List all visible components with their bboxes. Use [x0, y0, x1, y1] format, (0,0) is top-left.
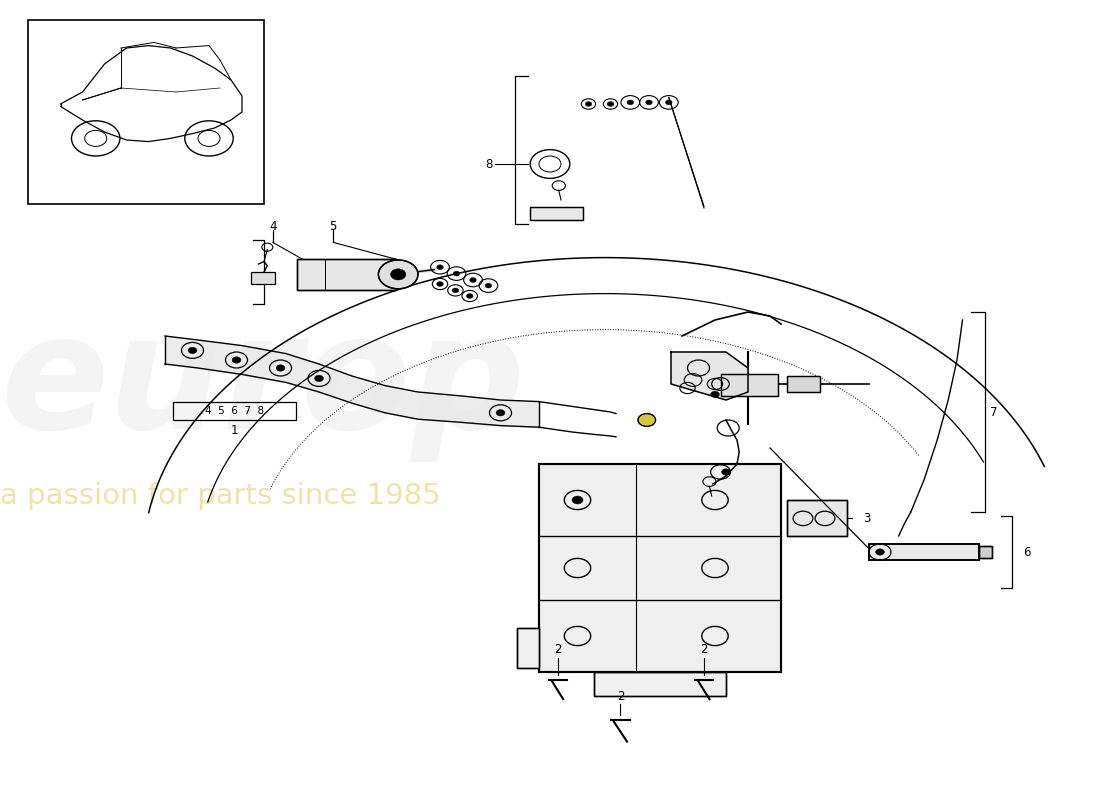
Bar: [530, 207, 583, 220]
Bar: [297, 259, 396, 290]
Circle shape: [485, 283, 492, 288]
Bar: [869, 544, 979, 560]
Circle shape: [572, 496, 583, 504]
Bar: [173, 402, 296, 420]
Bar: [786, 500, 847, 536]
Text: 4: 4: [270, 220, 276, 233]
Bar: [979, 546, 992, 558]
Bar: [28, 20, 264, 204]
Bar: [539, 464, 781, 672]
Circle shape: [722, 469, 730, 475]
Text: 7: 7: [990, 406, 998, 418]
Text: 2: 2: [701, 643, 707, 656]
Text: 3: 3: [864, 512, 871, 525]
Text: 1: 1: [231, 424, 238, 437]
Circle shape: [496, 410, 505, 416]
Text: 2: 2: [617, 690, 624, 702]
Circle shape: [607, 102, 614, 106]
Polygon shape: [671, 352, 748, 400]
Bar: [979, 546, 992, 558]
Circle shape: [466, 294, 473, 298]
Text: europ: europ: [0, 306, 525, 462]
Text: 5: 5: [330, 220, 337, 233]
Bar: [530, 207, 583, 220]
Circle shape: [646, 100, 652, 105]
Bar: [720, 374, 778, 396]
Circle shape: [188, 347, 197, 354]
Text: 8: 8: [485, 158, 493, 170]
Circle shape: [638, 414, 656, 426]
Circle shape: [452, 288, 459, 293]
Circle shape: [627, 100, 634, 105]
Text: 4  5  6  7  8: 4 5 6 7 8: [205, 406, 264, 416]
Bar: [517, 628, 539, 668]
Circle shape: [711, 391, 719, 398]
Circle shape: [453, 271, 460, 276]
Text: a passion for parts since 1985: a passion for parts since 1985: [0, 482, 441, 510]
Bar: [251, 272, 275, 284]
Circle shape: [390, 269, 406, 280]
Bar: [720, 374, 778, 396]
Circle shape: [232, 357, 241, 363]
Circle shape: [276, 365, 285, 371]
Circle shape: [666, 100, 672, 105]
Bar: [786, 376, 820, 392]
Bar: [594, 672, 726, 696]
Bar: [517, 628, 539, 668]
Text: 2: 2: [554, 643, 561, 656]
Bar: [786, 376, 820, 392]
Circle shape: [470, 278, 476, 282]
Bar: [539, 464, 781, 672]
Circle shape: [437, 265, 443, 270]
Circle shape: [378, 260, 418, 289]
Circle shape: [585, 102, 592, 106]
Bar: [786, 500, 847, 536]
Circle shape: [437, 282, 443, 286]
Text: 6: 6: [1023, 546, 1031, 558]
Bar: [869, 544, 979, 560]
Circle shape: [876, 549, 884, 555]
Bar: [297, 259, 396, 290]
Bar: [594, 672, 726, 696]
Circle shape: [315, 375, 323, 382]
